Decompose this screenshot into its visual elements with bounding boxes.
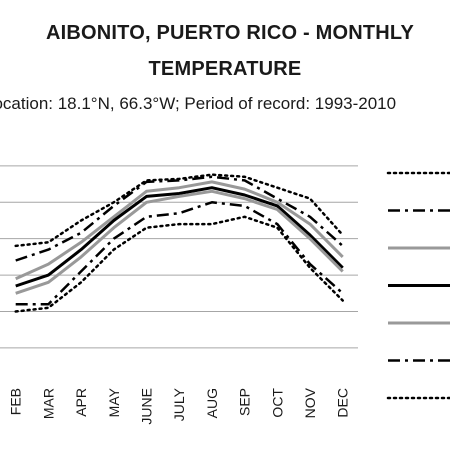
x-tick-label: MAY [106,387,122,417]
x-tick-label: DEC [335,388,351,418]
x-tick-label: JUNE [139,388,155,425]
chart-title-line-1: AIBONITO, PUERTO RICO - MONTHLY [45,22,415,44]
chart-subtitle: Location: 18.1°N, 66.3°W; Period of reco… [0,94,397,113]
x-tick-label: NOV [302,387,318,418]
x-tick-label: SEP [237,388,253,416]
series-line-6 [15,201,344,306]
series-line-1 [14,173,344,248]
series-group [14,173,344,313]
x-tick-labels: FEB MAR APR MAY JUNE JULY AUG SEP OCT NOV DEC [8,387,351,424]
x-tick-label: APR [73,388,89,417]
series-line-2 [15,175,344,262]
chart-title-line-2: TEMPERATURE [148,58,302,80]
series-line-4 [15,186,344,288]
x-tick-label: FEB [8,388,24,415]
series-line-7 [14,215,344,313]
series-line-5 [15,189,344,295]
gridlines [0,165,358,349]
x-tick-label: JULY [171,387,187,421]
x-tick-label: AUG [204,388,220,418]
series-line-3 [15,180,344,281]
legend [386,171,450,400]
x-tick-label: MAR [40,388,56,419]
x-tick-label: OCT [269,388,285,418]
